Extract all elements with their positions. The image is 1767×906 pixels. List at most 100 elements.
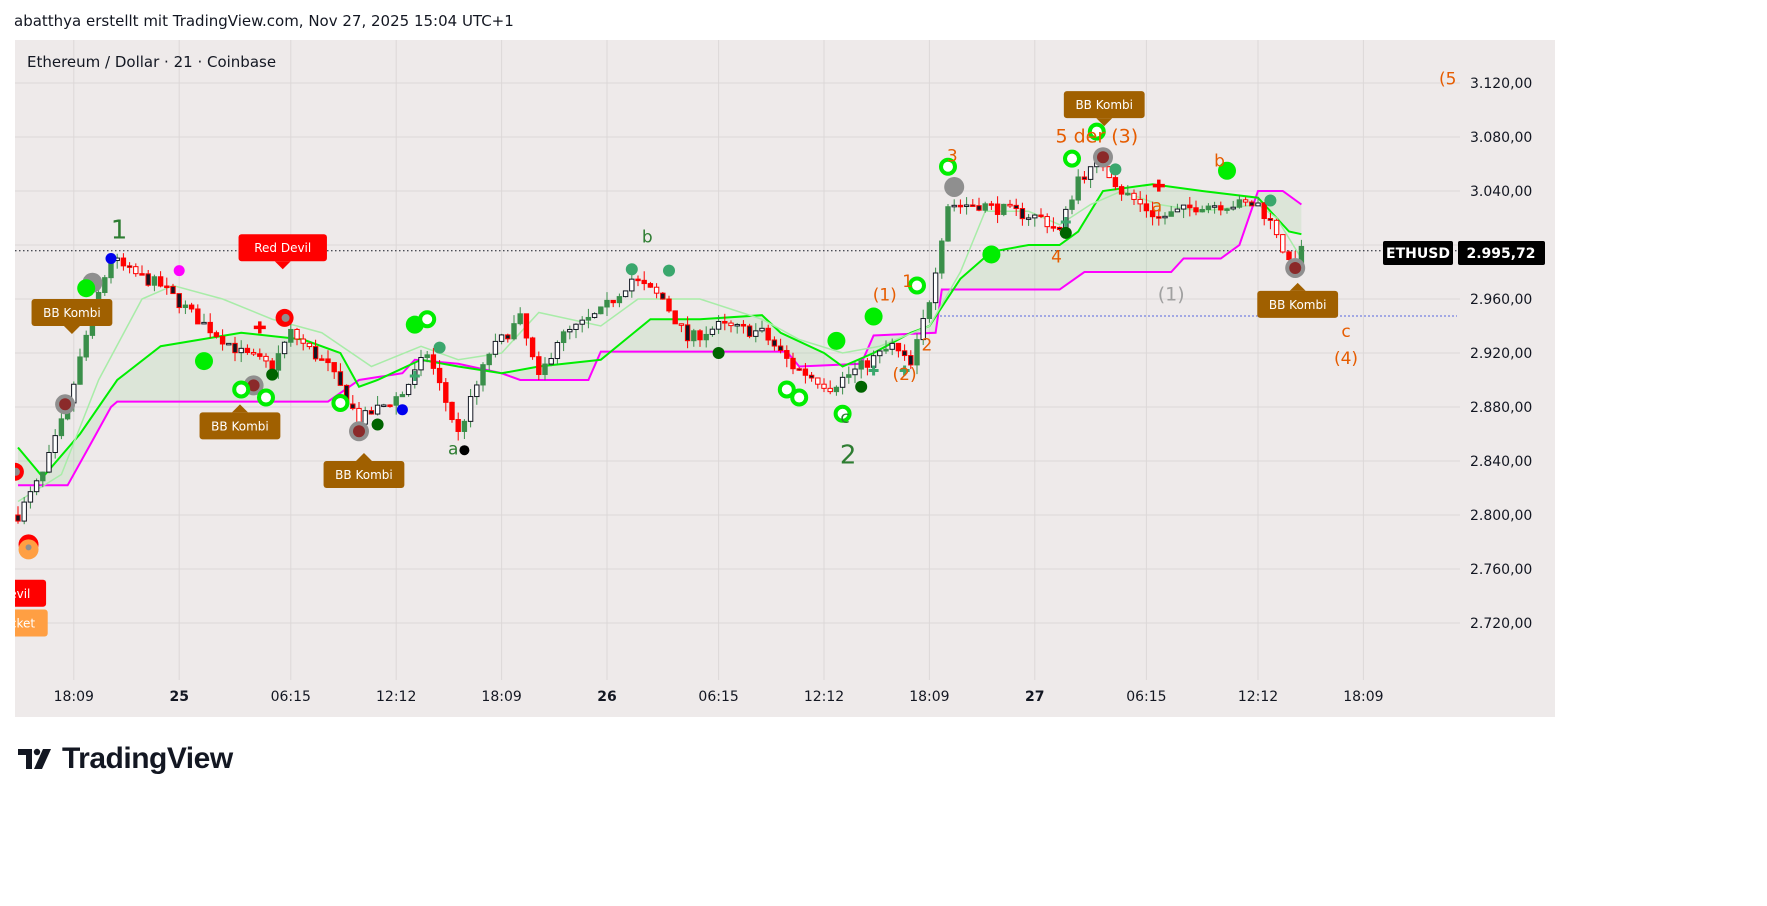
candle bbox=[418, 349, 424, 377]
candle bbox=[939, 238, 945, 279]
candle-body bbox=[1087, 166, 1094, 180]
candle-body bbox=[381, 404, 387, 407]
marker-red-orange bbox=[18, 534, 39, 560]
marker-green-ring bbox=[331, 393, 350, 412]
candle-body bbox=[1180, 204, 1187, 210]
candle-body bbox=[808, 374, 815, 379]
candle-body bbox=[666, 298, 672, 312]
callout-red-devil[interactable]: Red Devil bbox=[15, 572, 47, 607]
candle bbox=[1205, 203, 1212, 214]
candle bbox=[678, 323, 685, 333]
candle bbox=[660, 292, 666, 300]
wave-label: (1) bbox=[1158, 283, 1185, 305]
candle bbox=[1267, 213, 1274, 230]
marker-green-ring bbox=[908, 276, 926, 295]
candle bbox=[585, 308, 592, 329]
blue-dot-icon bbox=[105, 253, 117, 264]
series-line-slow-line bbox=[17, 190, 1303, 503]
grey-circle-icon bbox=[944, 176, 965, 197]
candle bbox=[808, 371, 815, 382]
candle bbox=[405, 383, 412, 397]
marker-teal bbox=[433, 341, 446, 354]
candle bbox=[647, 281, 654, 288]
callout-rocket[interactable]: Rocket bbox=[15, 609, 48, 637]
green-ring-icon bbox=[833, 404, 852, 423]
callout-red-devil[interactable]: Red Devil bbox=[238, 234, 327, 270]
candle bbox=[1273, 218, 1280, 239]
candle bbox=[703, 326, 709, 348]
candle bbox=[83, 330, 89, 361]
candle-body bbox=[238, 347, 244, 354]
candle bbox=[145, 269, 151, 287]
candle-body bbox=[139, 273, 145, 276]
candle-body bbox=[176, 293, 182, 309]
candle bbox=[331, 362, 337, 379]
candle-body bbox=[833, 386, 840, 393]
callout-bb-kombi[interactable]: BB Kombi bbox=[323, 453, 405, 488]
candle-body bbox=[1236, 199, 1243, 208]
wave-label: 1 bbox=[111, 215, 128, 245]
callout-pointer bbox=[1096, 118, 1113, 127]
candle bbox=[1019, 202, 1026, 226]
marker-green-ring bbox=[1087, 122, 1106, 141]
candle-body bbox=[207, 321, 213, 334]
green-ring-icon bbox=[777, 380, 796, 399]
candle bbox=[232, 336, 238, 362]
callout-bb-kombi[interactable]: BB Kombi bbox=[1257, 282, 1339, 318]
candle bbox=[728, 320, 734, 333]
candle bbox=[1081, 170, 1088, 184]
candle bbox=[27, 486, 34, 509]
candle-body bbox=[796, 368, 802, 371]
marker-red-cross bbox=[1152, 179, 1165, 192]
candle-body bbox=[1069, 199, 1075, 210]
dark-green-dot-icon bbox=[371, 418, 384, 431]
candle bbox=[443, 378, 449, 412]
wave-label: c bbox=[1341, 322, 1350, 342]
candle bbox=[1025, 214, 1032, 226]
dark-green-dot-icon bbox=[855, 380, 868, 393]
green-ring-icon bbox=[1087, 122, 1106, 141]
x-tick-label: 06:15 bbox=[271, 689, 311, 705]
callout-bb-kombi[interactable]: BB Kombi bbox=[1063, 91, 1145, 127]
callout-box bbox=[15, 579, 47, 607]
candle bbox=[1162, 212, 1168, 225]
candle-body bbox=[288, 328, 294, 343]
candle-body bbox=[771, 339, 778, 347]
candle-body bbox=[1125, 192, 1131, 196]
green-ring-icon bbox=[257, 388, 275, 407]
candle bbox=[393, 392, 399, 415]
candle bbox=[1131, 189, 1137, 206]
candle bbox=[610, 299, 616, 308]
chart-panel[interactable]: 3.120,00 3.080,00 3.040,00 2.960,00 2.920,00… bbox=[15, 40, 1555, 717]
candle-body bbox=[40, 471, 46, 482]
candle-body bbox=[430, 354, 437, 369]
candle-body bbox=[405, 383, 412, 396]
candle-body bbox=[988, 203, 995, 206]
candle bbox=[1261, 201, 1267, 226]
candle-body bbox=[765, 327, 771, 341]
candle bbox=[195, 304, 201, 325]
candle-body bbox=[1075, 176, 1081, 201]
tradingview-logo[interactable]: TradingView bbox=[18, 742, 233, 776]
callout-bb-kombi[interactable]: BB Kombi bbox=[31, 299, 113, 334]
candle bbox=[505, 333, 511, 343]
candle bbox=[21, 497, 27, 525]
candle-body bbox=[102, 277, 108, 294]
candle-body bbox=[1249, 201, 1255, 207]
candle bbox=[908, 350, 914, 370]
candle bbox=[771, 336, 778, 351]
candle-body bbox=[591, 313, 598, 318]
marker-dark-green bbox=[712, 347, 725, 359]
candle bbox=[312, 339, 319, 362]
candle bbox=[1230, 200, 1236, 211]
candle-body bbox=[145, 273, 151, 286]
candle bbox=[517, 307, 523, 326]
callout-bb-kombi[interactable]: BB Kombi bbox=[199, 404, 281, 440]
green-ring-icon bbox=[1063, 149, 1081, 168]
candle-body bbox=[523, 313, 530, 339]
marker-teal bbox=[1264, 194, 1277, 207]
price-chart[interactable]: 3.120,00 3.080,00 3.040,00 2.960,00 2.920,00… bbox=[15, 40, 1555, 717]
candle-body bbox=[573, 323, 579, 330]
candle bbox=[554, 340, 561, 365]
candle bbox=[802, 363, 809, 384]
